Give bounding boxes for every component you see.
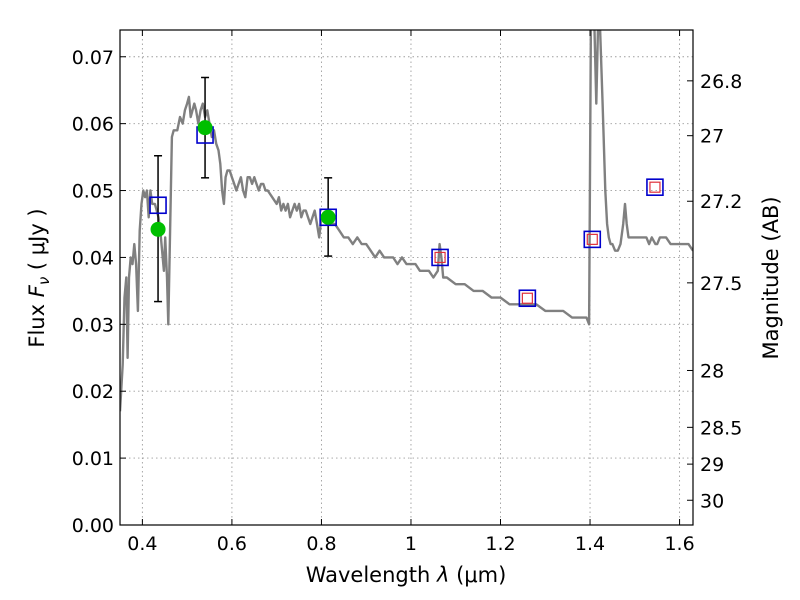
observed-point [197,120,213,136]
grid [120,30,693,526]
mag-tick-label: 28.5 [700,417,742,439]
model-photometry-square [431,248,449,267]
observed-point [150,221,166,237]
y-tick-label: 0.03 [72,314,114,336]
model-inner-square [586,233,598,245]
mag-tick-label: 30 [700,490,724,512]
x-tick-label: 1.2 [485,533,515,555]
mag-tick-label: 26.8 [700,71,742,93]
x-axis-label: Wavelength λ (μm) [306,563,507,587]
marker-layer [149,76,664,308]
mag-tick-label: 27.5 [700,273,742,295]
y-tick-label: 0.05 [72,181,114,203]
y-tick-label: 0.06 [72,114,114,136]
model-photometry-square [149,196,167,215]
y-tick-label: 0.02 [72,381,114,403]
y-tick-label: 0.01 [72,448,114,470]
model-photometry-square [319,208,337,227]
y-tick-label: 0.04 [72,247,114,269]
y2-axis-label: Magnitude (AB) [759,196,783,359]
model-inner-square [521,292,533,304]
model-inner-square [434,251,446,264]
model-inner-square [649,181,661,193]
sed-line [120,30,693,412]
x-tick-label: 0.8 [306,533,336,555]
model-photometry-square [518,289,537,308]
x-tick-label: 1.6 [664,533,694,555]
observed-point [320,209,336,225]
y-tick-label: 0.07 [72,47,114,69]
mag-tick-label: 28 [700,360,724,382]
plot-frame [119,29,694,526]
series-layer [120,30,693,412]
tick-layer: 0.4 0.6 0.8 1 1.2 1.4 1.6 0.00 0.01 0.02 0.03 0.04 0… [72,30,742,555]
x-tick-label: 0.4 [127,533,157,555]
model-photometry-square [646,178,664,196]
y-tick-label: 0.00 [72,515,114,537]
y-axis-label: Flux Fν ( μJy ) [25,208,53,347]
x-tick-label: 0.6 [217,533,247,555]
mag-tick-label: 27 [700,126,724,148]
x-tick-label: 1 [405,533,417,555]
model-photometry-square [583,230,602,249]
x-tick-label: 1.4 [575,533,605,555]
mag-tick-label: 27.2 [700,191,742,213]
mag-tick-label: 29 [700,454,724,476]
